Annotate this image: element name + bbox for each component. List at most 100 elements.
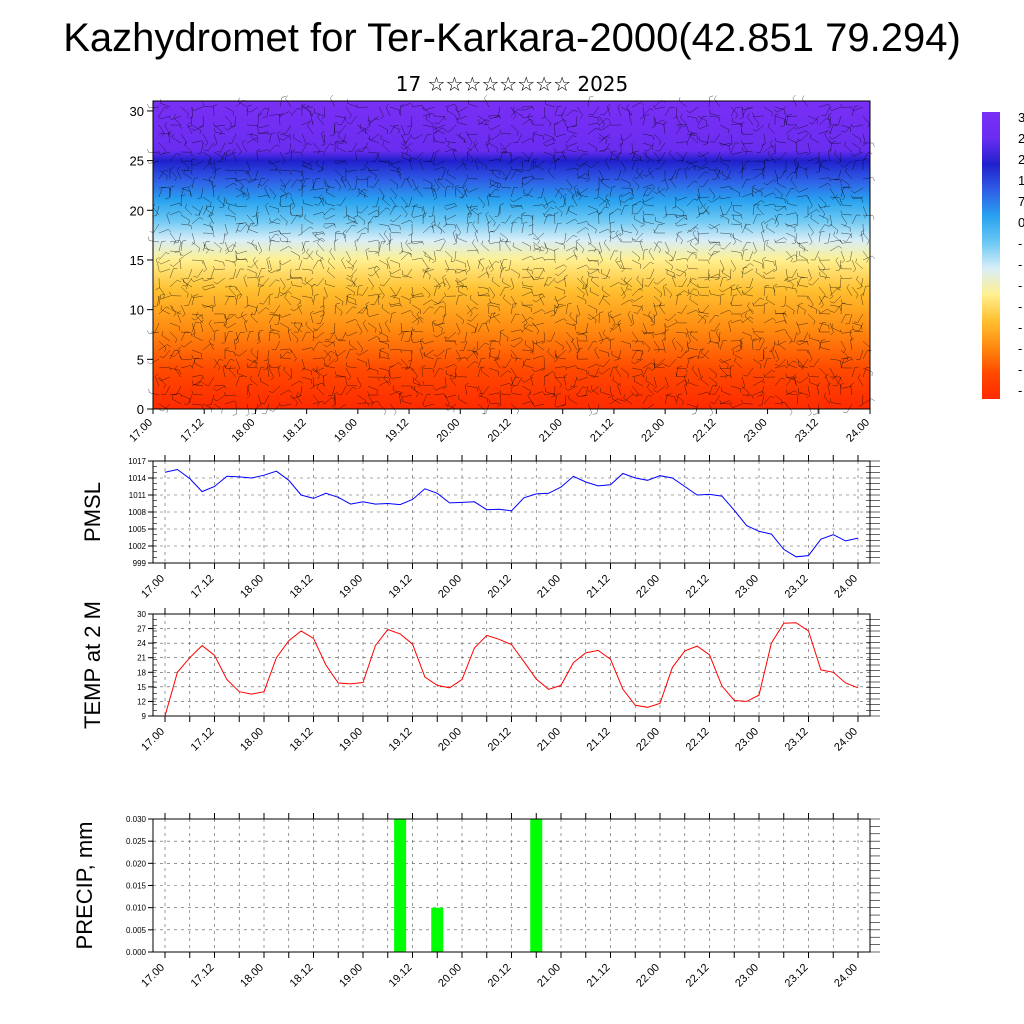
colorbar-label: 0 (1018, 215, 1024, 230)
y-tick-label: 0.025 (126, 837, 147, 846)
y-tick-label: 10 (130, 303, 144, 318)
x-tick-label: 20.00 (436, 962, 464, 990)
chart-title: Kazhydromet for Ter-Karkara-2000(42.851 … (63, 16, 961, 60)
y-tick-label: 30 (130, 104, 144, 119)
y-tick-label: 1008 (128, 508, 146, 517)
y-tick-label: 25 (130, 154, 144, 169)
x-tick-label: 23.00 (733, 962, 761, 990)
x-tick-label: 17.00 (139, 573, 167, 601)
y-tick-label: 0.015 (126, 882, 147, 891)
x-tick-label: 21.00 (535, 962, 563, 990)
y-tick-label: 1017 (128, 457, 146, 466)
y-tick-label: 27 (137, 625, 146, 634)
y-tick-label: 0.030 (126, 815, 147, 824)
x-tick-label: 18.00 (238, 962, 266, 990)
x-tick-label: 21.00 (535, 573, 563, 601)
x-tick-label: 23.12 (783, 573, 811, 601)
x-tick-label: 19.12 (383, 417, 411, 445)
y-tick-label: 0.020 (126, 859, 147, 868)
x-tick-label: 23.00 (733, 726, 761, 754)
x-tick-label: 21.12 (585, 726, 613, 754)
x-tick-label: 24.00 (832, 962, 860, 990)
x-tick-label: 21.12 (585, 573, 613, 601)
series-line (164, 468, 859, 558)
temp-chart: 30 27 24 21 18 15 12 9 17.00 17.12 18.00 18.12 19.00… (80, 601, 880, 754)
colorbar-label: - (1018, 257, 1022, 272)
x-tick-label: 22.12 (684, 962, 712, 990)
x-tick-label: 17.12 (189, 573, 217, 601)
y-tick-label: 0.005 (126, 926, 147, 935)
x-tick-label: 19.00 (337, 726, 365, 754)
x-tick-label: 24.00 (844, 417, 872, 445)
x-tick-label: 19.00 (332, 417, 360, 445)
y-tick-label: 1011 (129, 491, 147, 500)
precip-chart: 0.030 0.025 0.020 0.015 0.010 0.005 0.000 17.00… (72, 813, 880, 990)
y-tick-label: 18 (137, 668, 146, 677)
x-tick-label: 24.00 (832, 573, 860, 601)
x-tick-label: 22.12 (684, 726, 712, 754)
x-tick-label: 19.12 (387, 573, 415, 601)
wind-barbs-overlay (146, 94, 876, 417)
series-line (164, 622, 859, 717)
x-tick-label: 17.12 (178, 417, 206, 445)
y-tick-label: 21 (137, 654, 146, 663)
colorbar-label: - (1018, 383, 1022, 398)
x-tick-label: 18.12 (281, 417, 309, 445)
y-tick-label: 0.010 (126, 904, 147, 913)
y-axis-label: PRECIP, mm (72, 822, 97, 950)
colorbar-label: 3 (1018, 110, 1024, 125)
y-tick-label: 0 (137, 402, 144, 417)
x-tick-label: 17.00 (139, 962, 167, 990)
x-tick-label: 22.00 (634, 962, 662, 990)
colorbar-label: - (1018, 299, 1022, 314)
precip-bar (394, 819, 407, 952)
y-tick-label: 5 (137, 352, 144, 367)
x-tick-label: 22.12 (684, 573, 712, 601)
height-time-heatmap: 0 5 10 15 20 25 30 17.00 17.12 18.00 18.12 19.00 19.… (127, 94, 876, 445)
precip-bar (431, 907, 444, 952)
pmsl-chart: 1017 1014 1011 1008 1005 1002 999 17.00 17.12 18.… (80, 455, 880, 601)
y-tick-label: 1014 (128, 474, 146, 483)
y-tick-label: 0.000 (126, 948, 147, 957)
x-tick-label: 20.12 (486, 726, 514, 754)
x-tick-label: 20.12 (486, 962, 514, 990)
x-tick-label: 18.12 (288, 726, 316, 754)
y-tick-label: 9 (142, 712, 147, 721)
y-axis-label: TEMP at 2 M (80, 601, 105, 729)
x-tick-label: 21.12 (585, 962, 613, 990)
colorbar: 3 2 2 1 7 0 - - - - - - - - (982, 110, 1024, 399)
x-tick-label: 23.00 (733, 573, 761, 601)
x-tick-label: 23.00 (742, 417, 770, 445)
x-tick-label: 22.12 (691, 417, 719, 445)
x-tick-label: 19.00 (337, 962, 365, 990)
heatmap-field (153, 101, 870, 409)
x-tick-label: 24.00 (832, 726, 860, 754)
y-tick-label: 24 (137, 639, 146, 648)
precip-bar (530, 819, 543, 952)
colorbar-label: 7 (1018, 194, 1024, 209)
x-tick-label: 17.12 (189, 962, 217, 990)
x-tick-label: 20.00 (436, 726, 464, 754)
x-tick-label: 23.12 (783, 726, 811, 754)
x-tick-label: 19.12 (387, 962, 415, 990)
x-tick-label: 20.00 (434, 417, 462, 445)
colorbar-label: 1 (1018, 173, 1024, 188)
x-tick-label: 18.12 (288, 573, 316, 601)
x-tick-label: 21.00 (535, 726, 563, 754)
y-tick-label: 15 (130, 253, 144, 268)
x-tick-label: 21.00 (537, 417, 565, 445)
x-tick-label: 19.12 (387, 726, 415, 754)
y-axis-label: PMSL (80, 482, 105, 542)
colorbar-label: 2 (1018, 152, 1024, 167)
x-tick-label: 18.00 (238, 573, 266, 601)
colorbar-label: - (1018, 278, 1022, 293)
x-tick-label: 22.00 (634, 573, 662, 601)
x-tick-label: 20.00 (436, 573, 464, 601)
x-tick-label: 22.00 (639, 417, 667, 445)
x-tick-label: 21.12 (588, 417, 616, 445)
y-tick-label: 1002 (128, 542, 146, 551)
y-tick-label: 20 (130, 203, 144, 218)
x-tick-label: 17.00 (127, 417, 155, 445)
x-tick-label: 17.00 (139, 726, 167, 754)
